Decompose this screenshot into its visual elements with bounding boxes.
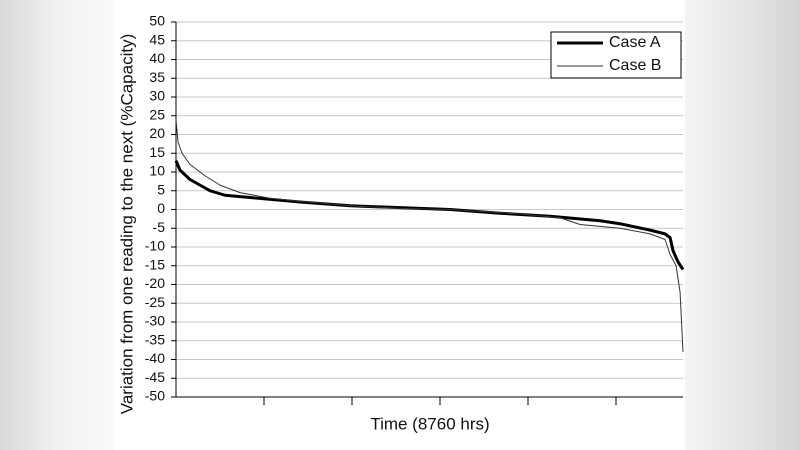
y-tick-label: 10 xyxy=(149,163,165,179)
y-tick-label: -10 xyxy=(145,238,165,254)
y-tick-label: 15 xyxy=(149,144,165,160)
data-line xyxy=(175,119,684,353)
y-tick-label: -15 xyxy=(145,256,165,272)
legend-label: Case B xyxy=(609,57,661,74)
y-tick-label: 5 xyxy=(157,181,165,197)
y-tick-label: -5 xyxy=(153,219,166,235)
legend-label: Case A xyxy=(609,34,661,51)
y-tick-label: 45 xyxy=(149,31,165,47)
legend: Case A Case B xyxy=(550,31,682,79)
x-axis-label: Time (8760 hrs) xyxy=(370,414,489,433)
y-tick-label: 30 xyxy=(149,88,165,104)
y-tick-label: -20 xyxy=(145,275,165,291)
y-tick-label: -45 xyxy=(145,369,165,385)
legend-box xyxy=(550,31,682,79)
y-tick-label: -30 xyxy=(145,313,165,329)
y-tick-label: 20 xyxy=(149,125,165,141)
y-tick-label: -35 xyxy=(145,331,165,347)
x-axis-ticks xyxy=(263,397,617,405)
y-tick-label: -40 xyxy=(145,350,165,366)
y-tick-label: 50 xyxy=(149,13,165,29)
y-tick-label: 40 xyxy=(149,50,165,66)
y-axis-label: Variation from one reading to the next (… xyxy=(117,34,136,415)
y-tick-label: -25 xyxy=(145,294,165,310)
data-line xyxy=(174,160,685,271)
y-tick-label: 25 xyxy=(149,106,165,122)
y-tick-label: -50 xyxy=(145,388,165,404)
y-tick-label: 35 xyxy=(149,69,165,85)
y-tick-label: 0 xyxy=(157,200,165,216)
